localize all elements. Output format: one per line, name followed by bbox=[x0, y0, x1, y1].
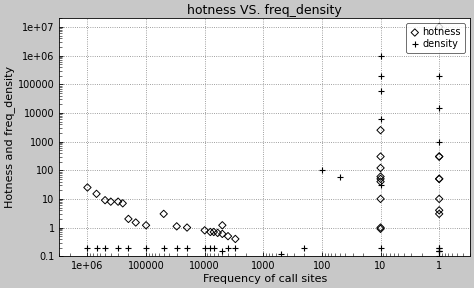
hotness bbox=[377, 174, 384, 179]
hotness bbox=[436, 154, 443, 159]
density bbox=[277, 252, 285, 256]
hotness bbox=[101, 198, 109, 202]
density bbox=[93, 245, 100, 250]
hotness bbox=[114, 199, 122, 204]
density bbox=[207, 245, 214, 250]
Y-axis label: Hotness and freq_density: Hotness and freq_density bbox=[4, 66, 15, 208]
hotness bbox=[173, 224, 181, 229]
hotness bbox=[436, 197, 443, 201]
density bbox=[377, 73, 384, 78]
Legend: hotness, density: hotness, density bbox=[406, 23, 465, 53]
hotness bbox=[107, 199, 115, 204]
density bbox=[210, 245, 218, 250]
hotness bbox=[436, 25, 443, 29]
hotness bbox=[377, 154, 384, 159]
density bbox=[436, 245, 443, 250]
hotness bbox=[436, 177, 443, 181]
hotness bbox=[83, 185, 91, 190]
hotness bbox=[125, 217, 132, 221]
density bbox=[219, 249, 226, 253]
hotness bbox=[231, 237, 239, 241]
hotness bbox=[132, 220, 139, 225]
hotness bbox=[377, 128, 384, 132]
hotness bbox=[160, 212, 167, 216]
hotness bbox=[214, 231, 221, 235]
density bbox=[224, 245, 232, 250]
density bbox=[436, 249, 443, 253]
density bbox=[436, 249, 443, 253]
hotness bbox=[436, 212, 443, 216]
density bbox=[436, 254, 443, 259]
density bbox=[377, 183, 384, 187]
density bbox=[377, 88, 384, 93]
density bbox=[318, 168, 326, 173]
hotness bbox=[224, 234, 232, 238]
density bbox=[301, 245, 308, 250]
X-axis label: Frequency of call sites: Frequency of call sites bbox=[202, 274, 327, 284]
density bbox=[142, 245, 150, 250]
density bbox=[101, 245, 109, 250]
Title: hotness VS. freq_density: hotness VS. freq_density bbox=[187, 4, 342, 17]
hotness bbox=[436, 208, 443, 213]
hotness bbox=[377, 177, 384, 181]
hotness bbox=[210, 230, 218, 234]
hotness bbox=[377, 179, 384, 184]
density bbox=[125, 245, 132, 250]
density bbox=[114, 245, 122, 250]
density bbox=[377, 245, 384, 250]
density bbox=[436, 73, 443, 78]
density bbox=[336, 174, 343, 179]
hotness bbox=[377, 225, 384, 230]
density bbox=[377, 53, 384, 58]
hotness bbox=[142, 223, 150, 228]
hotness bbox=[377, 227, 384, 231]
density bbox=[436, 139, 443, 144]
hotness bbox=[377, 197, 384, 201]
hotness bbox=[93, 192, 100, 196]
hotness bbox=[436, 177, 443, 181]
density bbox=[377, 117, 384, 122]
hotness bbox=[201, 228, 209, 233]
hotness bbox=[119, 201, 127, 206]
hotness bbox=[377, 166, 384, 170]
density bbox=[83, 245, 91, 250]
density bbox=[436, 245, 443, 250]
density bbox=[231, 245, 239, 250]
hotness bbox=[183, 225, 191, 230]
hotness bbox=[219, 223, 226, 228]
hotness bbox=[219, 232, 226, 236]
density bbox=[160, 245, 167, 250]
density bbox=[201, 245, 209, 250]
density bbox=[183, 245, 191, 250]
density bbox=[436, 249, 443, 253]
density bbox=[173, 245, 181, 250]
hotness bbox=[207, 230, 214, 234]
density bbox=[436, 106, 443, 110]
hotness bbox=[436, 154, 443, 159]
